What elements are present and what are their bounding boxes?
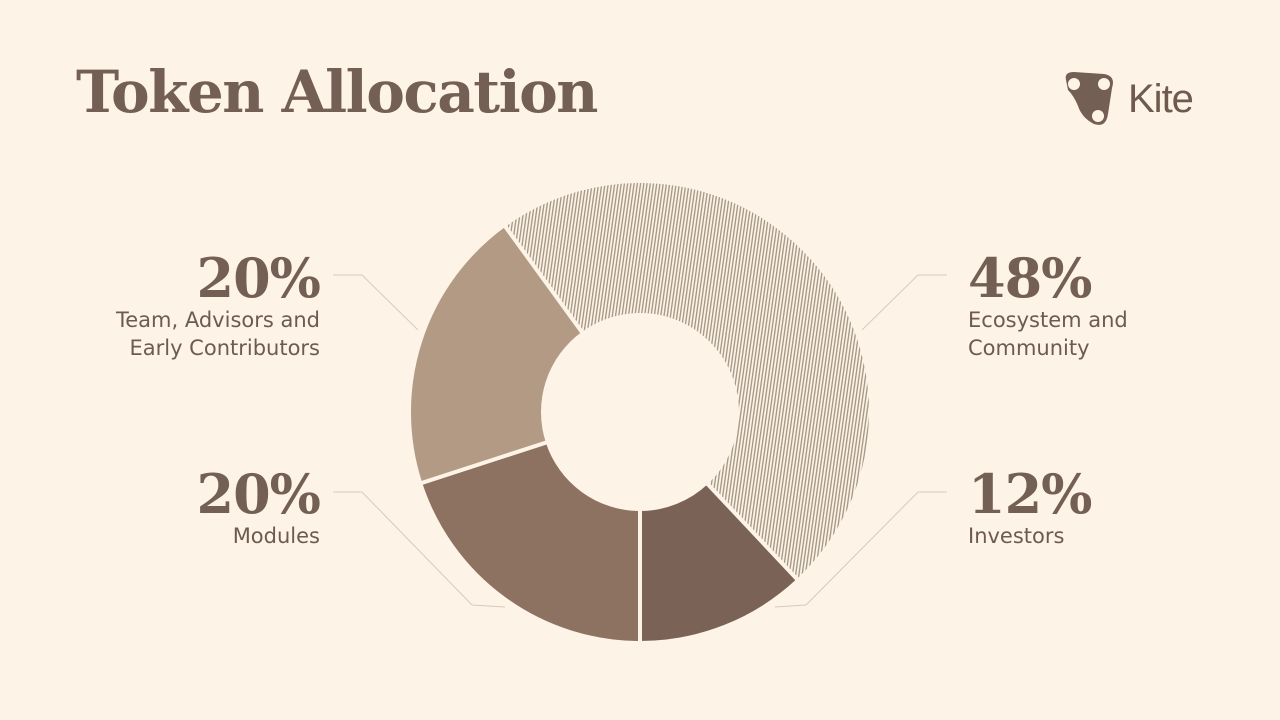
label-investors: 12% Investors [968,462,1092,550]
slice-value: 20% [196,246,321,310]
leader-line-investors [774,491,947,608]
donut-slice-team-advisors-and-early-contributors [407,223,585,486]
donut-slice-investors [638,480,801,645]
slice-value: 48% [968,246,1092,310]
kite-logo: Kite [1060,70,1194,128]
donut-slice-modules [418,439,642,645]
kite-logo-icon [1065,72,1113,125]
slice-value: 20% [196,462,321,526]
logo-text: Kite [1128,76,1194,121]
donut-slice-ecosystem-and-community [502,179,873,583]
label-modules: 20% Modules [196,462,321,550]
slice-label: Modules [232,524,320,548]
slice-value: 12% [968,462,1092,526]
slice-label: Investors [968,524,1065,548]
slice-label: Team, Advisors and [116,308,320,332]
label-team: 20% Team, Advisors and Early Contributor… [116,246,321,362]
page-title: Token Allocation [76,58,598,126]
leader-line-modules [333,491,506,608]
leader-line-team [333,274,419,331]
slice-label: Ecosystem and [968,308,1128,332]
leader-line-ecosystem [861,274,947,331]
slice-label: Community [968,336,1090,360]
slice-label: Early Contributors [129,336,320,360]
label-ecosystem: 48% Ecosystem and Community [968,250,1128,362]
